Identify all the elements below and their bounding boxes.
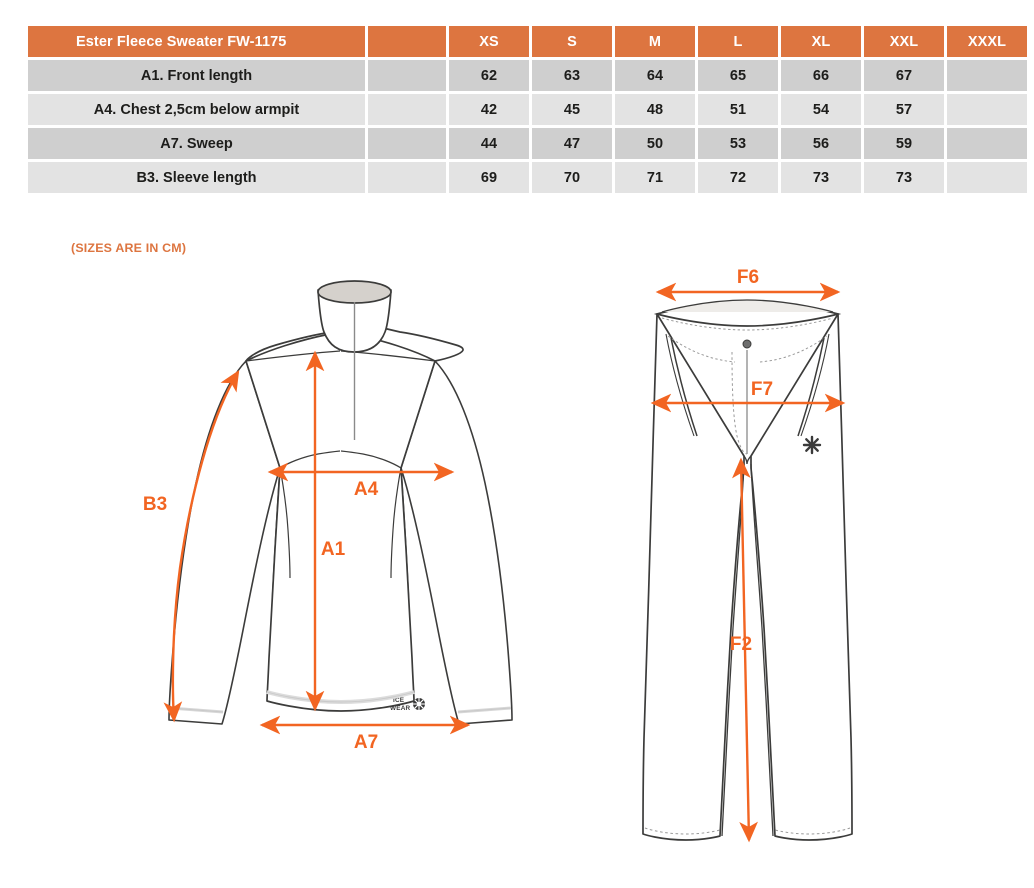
- value-a4-xxl: 57: [864, 94, 944, 125]
- pants-hem-left: [644, 827, 721, 835]
- sweater-yoke-left: [245, 350, 341, 362]
- spacer-cell: [368, 162, 446, 193]
- measurement-label-a1: A1. Front length: [28, 60, 365, 91]
- value-a7-xxl: 59: [864, 128, 944, 159]
- pants-pocket-right-inner: [800, 333, 830, 437]
- value-b3-xxxl: [947, 162, 1027, 193]
- size-header-l: L: [698, 26, 778, 57]
- table-row: A7. Sweep 44 47 50 53 56 59: [28, 128, 1027, 159]
- size-chart-table-container: Ester Fleece Sweater FW-1175 XS S M L XL…: [25, 23, 1027, 196]
- value-a7-xl: 56: [781, 128, 861, 159]
- measurement-label-f6-text: F6: [737, 268, 759, 288]
- pants-front-yoke-stitch: [667, 335, 828, 363]
- ice-wear-logo: ICE WEAR: [390, 697, 425, 712]
- value-a7-xxxl: [947, 128, 1027, 159]
- sweater-right-sleeve: [400, 360, 513, 725]
- value-a4-s: 45: [532, 94, 612, 125]
- size-chart-table: Ester Fleece Sweater FW-1175 XS S M L XL…: [25, 23, 1030, 196]
- pants-pocket-left-inner: [665, 333, 695, 437]
- value-a7-m: 50: [615, 128, 695, 159]
- value-a1-xxxl: [947, 60, 1027, 91]
- value-a1-l: 65: [698, 60, 778, 91]
- pants-right-leg: [750, 313, 853, 841]
- size-header-xxl: XXL: [864, 26, 944, 57]
- value-a1-xl: 66: [781, 60, 861, 91]
- measurement-label-a7: A7. Sweep: [28, 128, 365, 159]
- logo-text-wear: WEAR: [390, 705, 411, 712]
- pants-crotch: [743, 455, 752, 465]
- table-row: B3. Sleeve length 69 70 71 72 73 73: [28, 162, 1027, 193]
- spacer-cell: [368, 94, 446, 125]
- measurement-label-b3-text: B3: [143, 494, 167, 515]
- sweater-collar-opening: [317, 280, 392, 304]
- pants-pocket-right: [797, 337, 825, 437]
- pants-button-icon: [742, 339, 752, 349]
- value-a7-l: 53: [698, 128, 778, 159]
- logo-emblem-icon: [413, 698, 425, 710]
- size-header-xs: XS: [449, 26, 529, 57]
- size-header-m: M: [615, 26, 695, 57]
- pants-left-leg: [642, 313, 745, 841]
- measurement-line-f2: [732, 457, 758, 843]
- measurement-label-a4: A4. Chest 2,5cm below armpit: [28, 94, 365, 125]
- measurement-label-a7-text: A7: [354, 732, 378, 753]
- sweater-torso: [245, 331, 436, 712]
- size-header-xxxl: XXXL: [947, 26, 1027, 57]
- value-a4-m: 48: [615, 94, 695, 125]
- pants-waistband-stitch: [661, 317, 834, 331]
- garment-diagrams-svg: ICE WEAR B3: [143, 268, 853, 843]
- value-a4-xl: 54: [781, 94, 861, 125]
- value-b3-xl: 73: [781, 162, 861, 193]
- product-title-header: Ester Fleece Sweater FW-1175: [28, 26, 365, 57]
- measurement-line-b3: [163, 369, 240, 723]
- spacer-cell: [368, 60, 446, 91]
- illustrations-area: ICE WEAR B3: [0, 268, 1034, 888]
- measurement-label-f2-text: F2: [730, 634, 752, 655]
- value-b3-xs: 69: [449, 162, 529, 193]
- measurement-label-a1-text: A1: [321, 539, 346, 560]
- value-a1-s: 63: [532, 60, 612, 91]
- table-header-row: Ester Fleece Sweater FW-1175 XS S M L XL…: [28, 26, 1027, 57]
- value-a4-xxxl: [947, 94, 1027, 125]
- size-header-s: S: [532, 26, 612, 57]
- sweater-illustration: ICE WEAR B3: [143, 280, 513, 753]
- value-a1-m: 64: [615, 60, 695, 91]
- value-b3-l: 72: [698, 162, 778, 193]
- value-a1-xs: 62: [449, 60, 529, 91]
- pants-fly-stitch: [731, 351, 748, 455]
- pants-hem-right: [774, 827, 851, 835]
- measurement-label-b3: B3. Sleeve length: [28, 162, 365, 193]
- value-a4-xs: 42: [449, 94, 529, 125]
- measurement-label-a4-text: A4: [354, 479, 379, 500]
- pants-illustration: F6 F7 F2: [642, 268, 853, 843]
- size-header-xl: XL: [781, 26, 861, 57]
- value-b3-xxl: 73: [864, 162, 944, 193]
- logo-text-ice: ICE: [393, 697, 405, 704]
- value-a7-s: 47: [532, 128, 612, 159]
- pants-waistband-opening: [661, 299, 834, 313]
- spacer-column-header: [368, 26, 446, 57]
- table-row: A4. Chest 2,5cm below armpit 42 45 48 51…: [28, 94, 1027, 125]
- table-row: A1. Front length 62 63 64 65 66 67: [28, 60, 1027, 91]
- value-a7-xs: 44: [449, 128, 529, 159]
- measurement-label-f7-text: F7: [751, 379, 773, 400]
- value-b3-s: 70: [532, 162, 612, 193]
- value-a1-xxl: 67: [864, 60, 944, 91]
- snowflake-emblem-icon: [802, 435, 822, 455]
- pants-pocket-left: [670, 337, 698, 437]
- value-a4-l: 51: [698, 94, 778, 125]
- value-b3-m: 71: [615, 162, 695, 193]
- units-note: (SIZES ARE IN CM): [71, 241, 187, 255]
- spacer-cell: [368, 128, 446, 159]
